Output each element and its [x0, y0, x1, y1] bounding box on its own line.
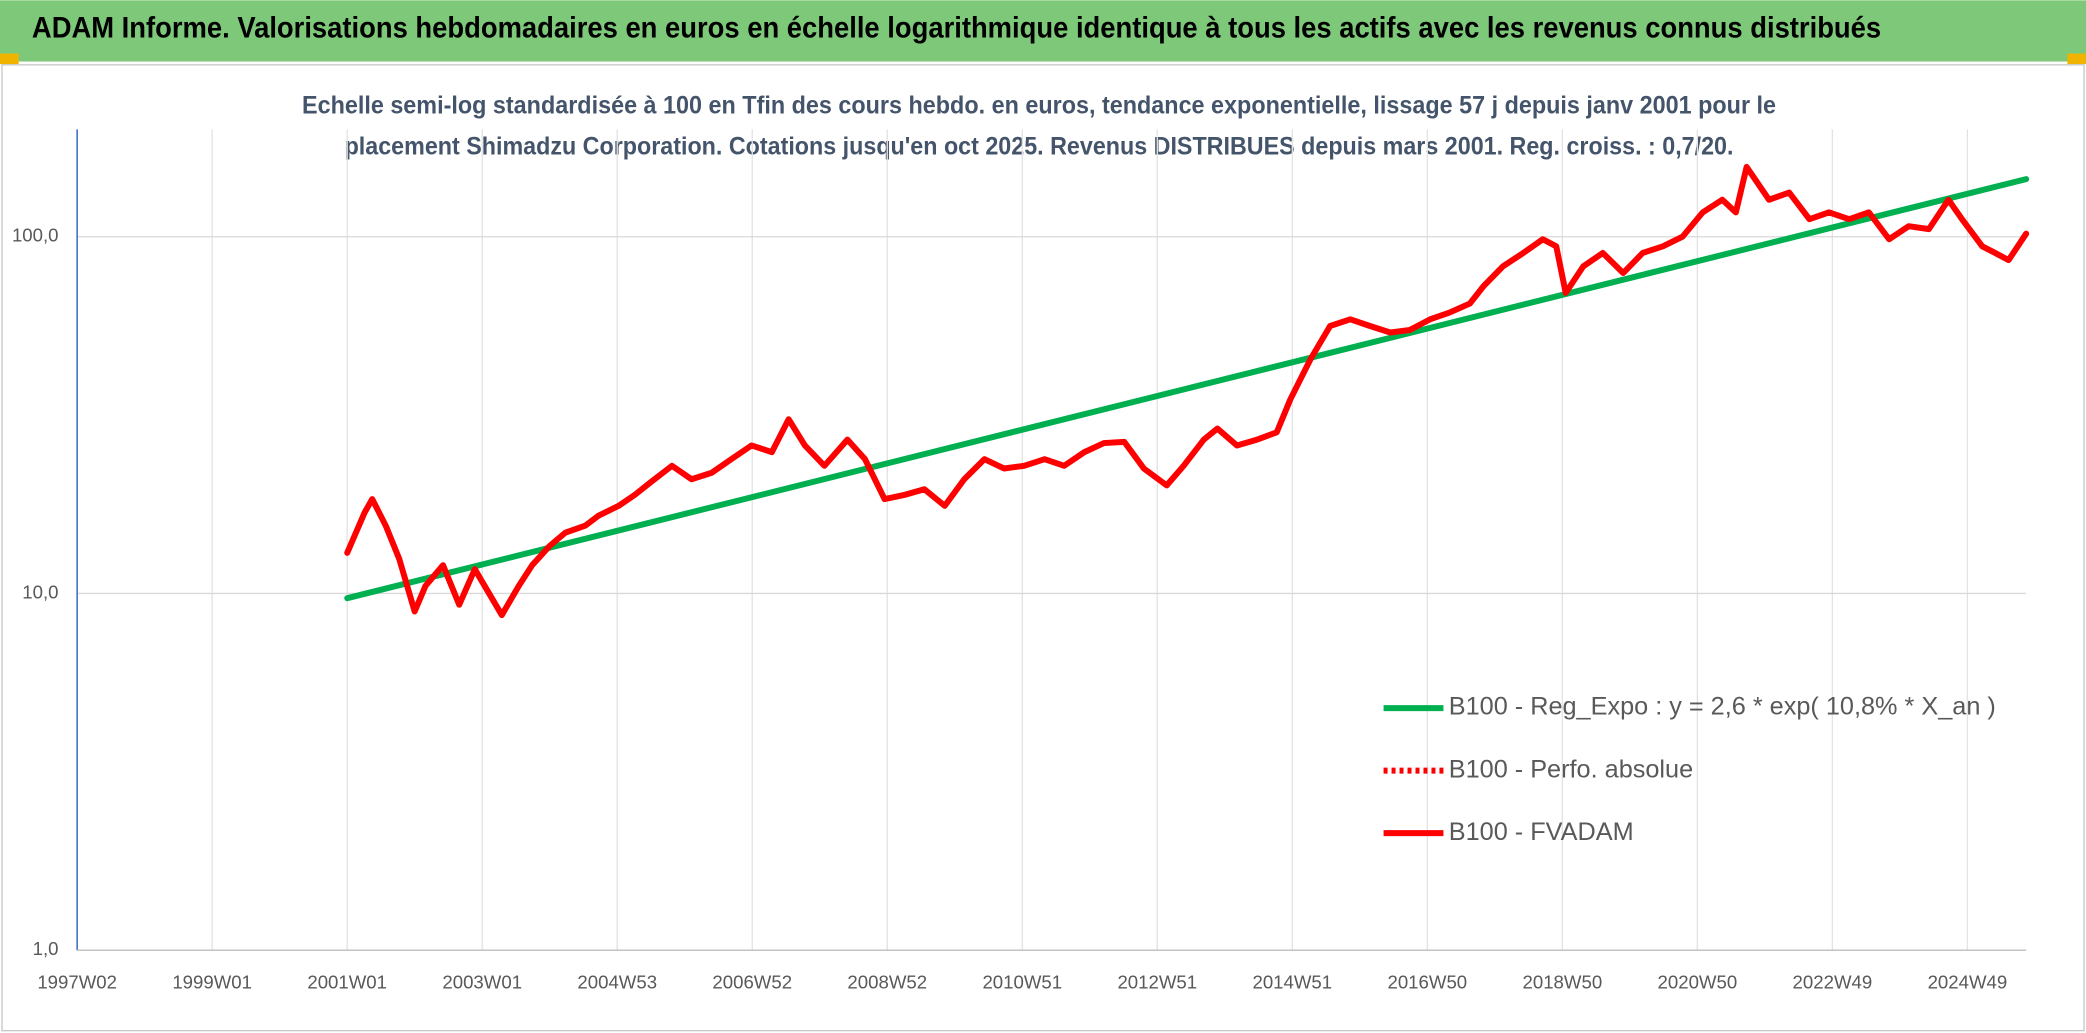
y-tick-label: 10,0	[22, 581, 58, 602]
x-tick-label: 1997W02	[37, 971, 117, 992]
corner-right	[2067, 53, 2086, 65]
x-tick-label: 2001W01	[307, 971, 387, 992]
corner-left	[0, 53, 19, 65]
data-line	[344, 176, 2030, 602]
x-tick-label: 1999W01	[172, 971, 252, 992]
x-tick-label: 2018W50	[1523, 971, 1603, 992]
x-tick-label: 2024W49	[1928, 971, 2008, 992]
x-tick-label: 2010W51	[982, 971, 1062, 992]
x-tick-label: 2003W01	[442, 971, 522, 992]
x-tick-label: 2022W49	[1793, 971, 1873, 992]
title-bar	[0, 0, 2086, 62]
chart-title: ADAM Informe. Valorisations hebdomadaire…	[32, 12, 1881, 44]
x-tick-label: 2004W53	[577, 971, 657, 992]
subtitle-line: Echelle semi-log standardisée à 100 en T…	[302, 91, 1776, 119]
x-tick-label: 2016W50	[1387, 971, 1467, 992]
chart-border	[1, 64, 2085, 1032]
x-tick-label: 2008W52	[847, 971, 927, 992]
subtitle-line: placement Shimadzu Corporation. Cotation…	[345, 133, 1734, 161]
y-tick-label: 1,0	[33, 938, 59, 959]
x-tick-label: 2006W52	[712, 971, 792, 992]
x-tick-label: 2020W50	[1658, 971, 1738, 992]
x-tick-label: 2012W51	[1117, 971, 1197, 992]
data-line	[344, 163, 2030, 619]
legend-label: B100 - FVADAM	[1449, 818, 1634, 846]
legend-label: B100 - Reg_Expo : y = 2,6 * exp( 10,8% *…	[1449, 693, 1996, 721]
x-tick-label: 2014W51	[1252, 971, 1332, 992]
y-tick-label: 100,0	[12, 225, 59, 246]
legend-label: B100 - Perfo. absolue	[1449, 755, 1693, 783]
